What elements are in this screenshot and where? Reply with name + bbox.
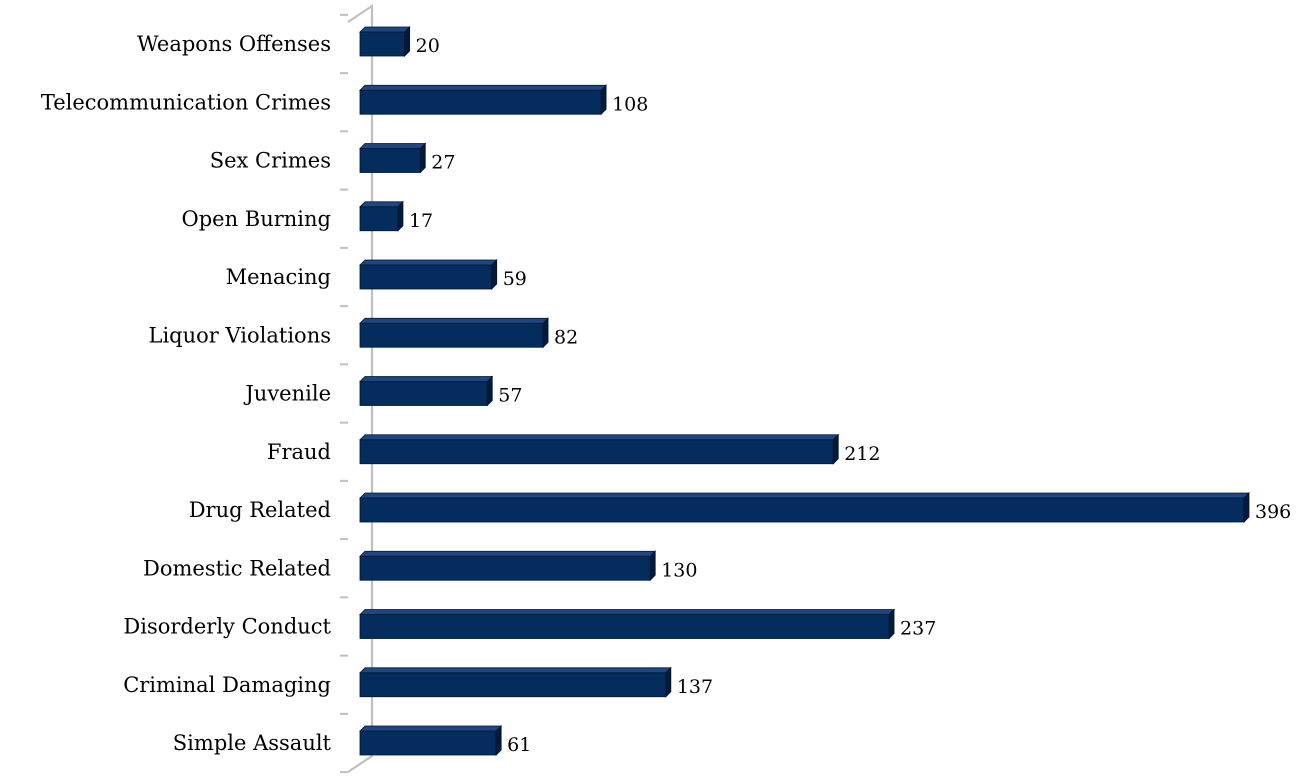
bar-top-face	[359, 259, 498, 266]
bar	[359, 200, 404, 232]
bar-side-face	[649, 550, 656, 582]
category-label: Liquor Violations	[149, 323, 331, 347]
category-label: Drug Related	[189, 498, 331, 522]
bar-front	[359, 672, 667, 698]
bar	[359, 433, 840, 465]
bar-front	[359, 264, 493, 290]
category-label: Fraud	[267, 440, 331, 464]
value-label: 20	[416, 35, 440, 57]
category-label: Open Burning	[182, 207, 332, 231]
bar-top-face	[359, 434, 840, 441]
bar-front	[359, 206, 399, 232]
category-label: Domestic Related	[143, 556, 331, 580]
bar	[359, 492, 1250, 523]
bar-side-face	[404, 26, 411, 57]
value-label: 27	[431, 152, 455, 174]
bar-side-face	[495, 725, 502, 756]
bar-top-face	[359, 84, 608, 91]
bar-front	[359, 439, 834, 465]
bars-group	[359, 26, 1250, 756]
value-label: 137	[677, 676, 713, 698]
bar	[359, 84, 608, 116]
bar-side-face	[1243, 492, 1250, 523]
bar-top-face	[359, 667, 672, 674]
category-label: Disorderly Conduct	[123, 615, 331, 639]
labels-group: Weapons Offenses 20 Telecommunication Crim…	[41, 32, 1291, 756]
bar-top-face	[359, 492, 1250, 499]
bar-side-face	[600, 84, 607, 116]
bar-top-face	[359, 143, 427, 149]
bar-front	[359, 614, 890, 639]
bar-front	[359, 497, 1245, 523]
bar-front	[359, 322, 544, 348]
bar-side-face	[888, 608, 895, 640]
bar-top-face	[359, 201, 404, 208]
value-label: 237	[900, 618, 936, 640]
value-label: 82	[554, 326, 578, 348]
bar	[359, 317, 550, 349]
bar	[359, 26, 411, 57]
bar-side-face	[542, 317, 549, 349]
bar-top-face	[359, 317, 550, 324]
value-label: 17	[409, 210, 433, 232]
category-label: Juvenile	[243, 382, 331, 406]
category-label: Telecommunication Crimes	[41, 90, 331, 114]
category-label: Weapons Offenses	[137, 32, 331, 56]
bar-front	[359, 31, 406, 57]
value-label: 59	[503, 268, 527, 290]
value-label: 396	[1255, 501, 1291, 523]
bar-side-face	[397, 200, 404, 232]
value-label: 61	[507, 734, 531, 756]
bar	[359, 259, 498, 290]
bar-side-face	[419, 142, 426, 174]
bar-front	[359, 730, 497, 756]
value-label: 130	[661, 559, 697, 581]
bar-top-face	[359, 26, 411, 33]
bar-top-face	[359, 550, 657, 557]
bar-side-face	[486, 375, 493, 407]
value-label: 212	[844, 443, 880, 465]
bar-top-face	[359, 609, 896, 615]
bar	[359, 550, 657, 582]
value-label: 57	[498, 385, 522, 407]
bar	[359, 608, 896, 640]
bar-side-face	[832, 433, 839, 465]
bar-front	[359, 89, 602, 115]
bar-top-face	[359, 376, 494, 382]
bar	[359, 725, 503, 756]
category-label: Simple Assault	[173, 731, 332, 755]
category-label: Criminal Damaging	[123, 673, 331, 697]
bar-front	[359, 555, 651, 581]
category-label: Menacing	[226, 265, 331, 289]
bar	[359, 666, 672, 698]
bar-top-face	[359, 725, 503, 732]
bar-front	[359, 148, 421, 173]
bar-side-face	[491, 259, 498, 290]
bar-front	[359, 381, 488, 406]
bar-side-face	[665, 666, 672, 698]
category-label: Sex Crimes	[210, 149, 331, 173]
value-label: 108	[612, 93, 648, 115]
bar	[359, 142, 427, 174]
bar	[359, 375, 494, 407]
